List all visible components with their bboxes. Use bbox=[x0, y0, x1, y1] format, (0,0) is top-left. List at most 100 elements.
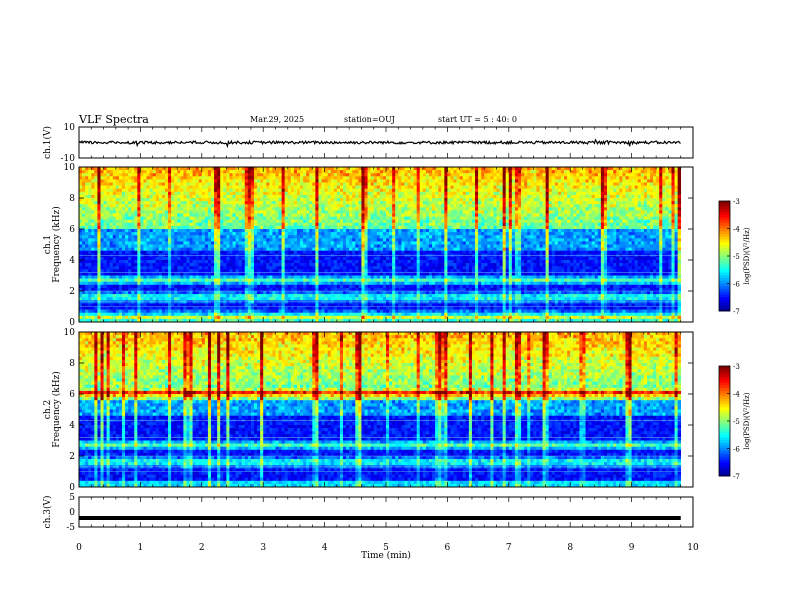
spectrogram-cell bbox=[223, 192, 226, 195]
spectrogram-cell bbox=[94, 307, 97, 310]
spectrogram-cell bbox=[233, 279, 236, 282]
spectrogram-cell bbox=[208, 316, 211, 319]
spectrogram-cell bbox=[254, 263, 257, 266]
spectrogram-cell bbox=[94, 245, 97, 248]
spectrogram-cell bbox=[331, 310, 334, 313]
spectrogram-cell bbox=[312, 223, 315, 226]
spectrogram-cell bbox=[82, 204, 85, 207]
spectrogram-cell bbox=[331, 316, 334, 319]
spectrogram-cell bbox=[260, 232, 263, 235]
spectrogram-cell bbox=[361, 220, 364, 223]
spectrogram-cell bbox=[190, 291, 193, 294]
spectrogram-cell bbox=[242, 297, 245, 300]
spectrogram-cell bbox=[368, 229, 371, 232]
spectrogram-cell bbox=[233, 245, 236, 248]
spectrogram-cell bbox=[383, 217, 386, 220]
spectrogram-cell bbox=[306, 173, 309, 176]
spectrogram-cell bbox=[269, 204, 272, 207]
spectrogram-cell bbox=[131, 272, 134, 275]
spectrogram-cell bbox=[94, 167, 97, 170]
spectrogram-cell bbox=[134, 229, 137, 232]
spectrogram-cell bbox=[322, 198, 325, 201]
spectrogram-cell bbox=[153, 229, 156, 232]
spectrogram-cell bbox=[233, 307, 236, 310]
spectrogram-cell bbox=[122, 167, 125, 170]
spectrogram-cell bbox=[116, 214, 119, 217]
spectrogram-cell bbox=[236, 217, 239, 220]
spectrogram-cell bbox=[380, 241, 383, 244]
spectrogram-cell bbox=[165, 183, 168, 186]
spectrogram-cell bbox=[229, 226, 232, 229]
spectrogram-cell bbox=[202, 241, 205, 244]
spectrogram-cell bbox=[180, 198, 183, 201]
spectrogram-cell bbox=[205, 176, 208, 179]
spectrogram-cell bbox=[383, 214, 386, 217]
spectrogram-cell bbox=[294, 207, 297, 210]
spectrogram-cell bbox=[383, 210, 386, 213]
spectrogram-cell bbox=[226, 294, 229, 297]
spectrogram-cell bbox=[365, 214, 368, 217]
spectrogram-cell bbox=[266, 189, 269, 192]
spectrogram-cell bbox=[242, 176, 245, 179]
spectrogram-cell bbox=[251, 195, 254, 198]
spectrogram-cell bbox=[303, 214, 306, 217]
spectrogram-cell bbox=[223, 279, 226, 282]
spectrogram-cell bbox=[288, 263, 291, 266]
spectrogram-cell bbox=[217, 272, 220, 275]
spectrogram-cell bbox=[205, 189, 208, 192]
spectrogram-cell bbox=[266, 210, 269, 213]
spectrogram-cell bbox=[331, 226, 334, 229]
spectrogram-cell bbox=[150, 313, 153, 316]
spectrogram-cell bbox=[113, 248, 116, 251]
spectrogram-cell bbox=[309, 291, 312, 294]
spectrogram-cell bbox=[251, 186, 254, 189]
spectrogram-cell bbox=[217, 192, 220, 195]
spectrogram-cell bbox=[312, 257, 315, 260]
spectrogram-cell bbox=[171, 235, 174, 238]
spectrogram-cell bbox=[159, 207, 162, 210]
spectrogram-cell bbox=[79, 201, 82, 204]
spectrogram-cell bbox=[193, 241, 196, 244]
spectrogram-cell bbox=[263, 251, 266, 254]
spectrogram-cell bbox=[331, 179, 334, 182]
spectrogram-cell bbox=[116, 251, 119, 254]
spectrogram-cell bbox=[260, 263, 263, 266]
spectrogram-cell bbox=[199, 189, 202, 192]
spectrogram-cell bbox=[177, 217, 180, 220]
spectrogram-cell bbox=[346, 251, 349, 254]
spectrogram-cell bbox=[239, 232, 242, 235]
spectrogram-cell bbox=[328, 189, 331, 192]
spectrogram-cell bbox=[214, 235, 217, 238]
spectrogram-cell bbox=[297, 170, 300, 173]
spectrogram-cell bbox=[177, 183, 180, 186]
spectrogram-cell bbox=[334, 297, 337, 300]
spectrogram-cell bbox=[165, 179, 168, 182]
spectrogram-cell bbox=[340, 282, 343, 285]
spectrogram-cell bbox=[159, 167, 162, 170]
spectrogram-cell bbox=[82, 201, 85, 204]
spectrogram-cell bbox=[79, 248, 82, 251]
spectrogram-cell bbox=[97, 223, 100, 226]
spectrogram-cell bbox=[291, 294, 294, 297]
spectrogram-cell bbox=[140, 307, 143, 310]
spectrogram-cell bbox=[251, 207, 254, 210]
spectrogram-cell bbox=[214, 179, 217, 182]
spectrogram-cell bbox=[371, 257, 374, 260]
spectrogram-cell bbox=[358, 279, 361, 282]
spectrogram-cell bbox=[110, 294, 113, 297]
spectrogram-cell bbox=[343, 257, 346, 260]
spectrogram-cell bbox=[147, 183, 150, 186]
spectrogram-cell bbox=[294, 232, 297, 235]
spectrogram-cell bbox=[275, 238, 278, 241]
spectrogram-cell bbox=[183, 276, 186, 279]
spectrogram-cell bbox=[137, 186, 140, 189]
spectrogram-cell bbox=[260, 310, 263, 313]
spectrogram-cell bbox=[248, 307, 251, 310]
spectrogram-cell bbox=[94, 251, 97, 254]
spectrogram-cell bbox=[190, 313, 193, 316]
spectrogram-cell bbox=[104, 226, 107, 229]
spectrogram-cell bbox=[113, 272, 116, 275]
spectrogram-cell bbox=[180, 173, 183, 176]
spectrogram-cell bbox=[236, 285, 239, 288]
spectrogram-cell bbox=[128, 313, 131, 316]
